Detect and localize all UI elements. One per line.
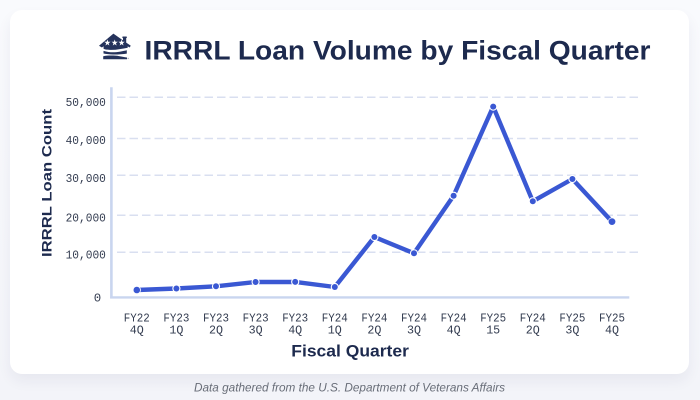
svg-text:FY24: FY24	[441, 312, 467, 326]
svg-text:40,000: 40,000	[66, 134, 106, 148]
svg-text:FY25: FY25	[559, 312, 585, 326]
svg-text:3Q: 3Q	[407, 324, 421, 338]
svg-text:FY24: FY24	[520, 312, 546, 326]
svg-text:FY24: FY24	[401, 312, 427, 326]
svg-text:2Q: 2Q	[367, 324, 381, 338]
svg-text:4Q: 4Q	[605, 324, 619, 338]
svg-text:Fiscal Quarter: Fiscal Quarter	[291, 341, 409, 360]
svg-text:2Q: 2Q	[209, 324, 223, 338]
svg-text:3Q: 3Q	[565, 324, 579, 338]
svg-text:20,000: 20,000	[66, 211, 106, 225]
svg-text:FY24: FY24	[361, 312, 387, 326]
svg-text:IRRRL Loan Volume by Fiscal Qu: IRRRL Loan Volume by Fiscal Quarter	[145, 36, 652, 66]
svg-text:FY22: FY22	[124, 312, 150, 326]
svg-text:3Q: 3Q	[249, 324, 263, 338]
svg-text:15: 15	[486, 324, 500, 338]
svg-text:4Q: 4Q	[288, 324, 302, 338]
svg-text:2Q: 2Q	[526, 324, 540, 338]
svg-text:30,000: 30,000	[66, 172, 106, 186]
svg-text:Data gathered from the U.S. De: Data gathered from the U.S. Department o…	[194, 380, 505, 394]
svg-text:FY25: FY25	[480, 312, 506, 326]
svg-text:4Q: 4Q	[130, 324, 144, 338]
svg-text:FY25: FY25	[599, 312, 625, 326]
svg-text:1Q: 1Q	[328, 324, 342, 338]
svg-text:0: 0	[94, 292, 101, 306]
svg-text:FY23: FY23	[163, 312, 189, 326]
svg-text:10,000: 10,000	[66, 249, 106, 263]
svg-text:FY24: FY24	[322, 312, 348, 326]
svg-text:FY23: FY23	[243, 312, 269, 326]
svg-text:FY23: FY23	[203, 312, 229, 326]
svg-text:50,000: 50,000	[66, 96, 106, 110]
svg-text:4Q: 4Q	[447, 324, 461, 338]
svg-text:FY23: FY23	[282, 312, 308, 326]
svg-text:IRRRL Loan Count: IRRRL Loan Count	[38, 109, 54, 257]
svg-text:1Q: 1Q	[169, 324, 183, 338]
